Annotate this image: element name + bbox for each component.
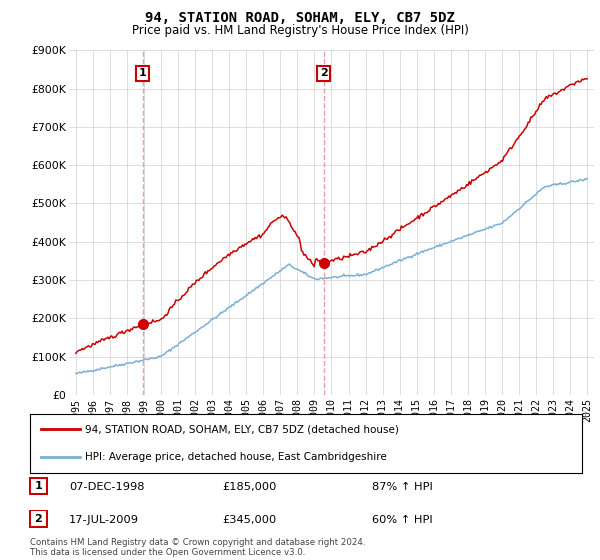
FancyBboxPatch shape — [30, 478, 47, 494]
Text: 87% ↑ HPI: 87% ↑ HPI — [372, 482, 433, 492]
Text: Price paid vs. HM Land Registry's House Price Index (HPI): Price paid vs. HM Land Registry's House … — [131, 24, 469, 36]
Text: £345,000: £345,000 — [222, 515, 276, 525]
Text: £185,000: £185,000 — [222, 482, 277, 492]
Text: 1: 1 — [139, 68, 146, 78]
Text: 2: 2 — [320, 68, 328, 78]
Text: HPI: Average price, detached house, East Cambridgeshire: HPI: Average price, detached house, East… — [85, 452, 387, 462]
Text: Contains HM Land Registry data © Crown copyright and database right 2024.
This d: Contains HM Land Registry data © Crown c… — [30, 538, 365, 557]
Text: 94, STATION ROAD, SOHAM, ELY, CB7 5DZ (detached house): 94, STATION ROAD, SOHAM, ELY, CB7 5DZ (d… — [85, 424, 399, 434]
Text: 1: 1 — [35, 481, 42, 491]
FancyBboxPatch shape — [30, 511, 47, 526]
Text: 17-JUL-2009: 17-JUL-2009 — [69, 515, 139, 525]
Text: 2: 2 — [35, 514, 42, 524]
Text: 60% ↑ HPI: 60% ↑ HPI — [372, 515, 433, 525]
Text: 07-DEC-1998: 07-DEC-1998 — [69, 482, 145, 492]
Text: 94, STATION ROAD, SOHAM, ELY, CB7 5DZ: 94, STATION ROAD, SOHAM, ELY, CB7 5DZ — [145, 11, 455, 25]
